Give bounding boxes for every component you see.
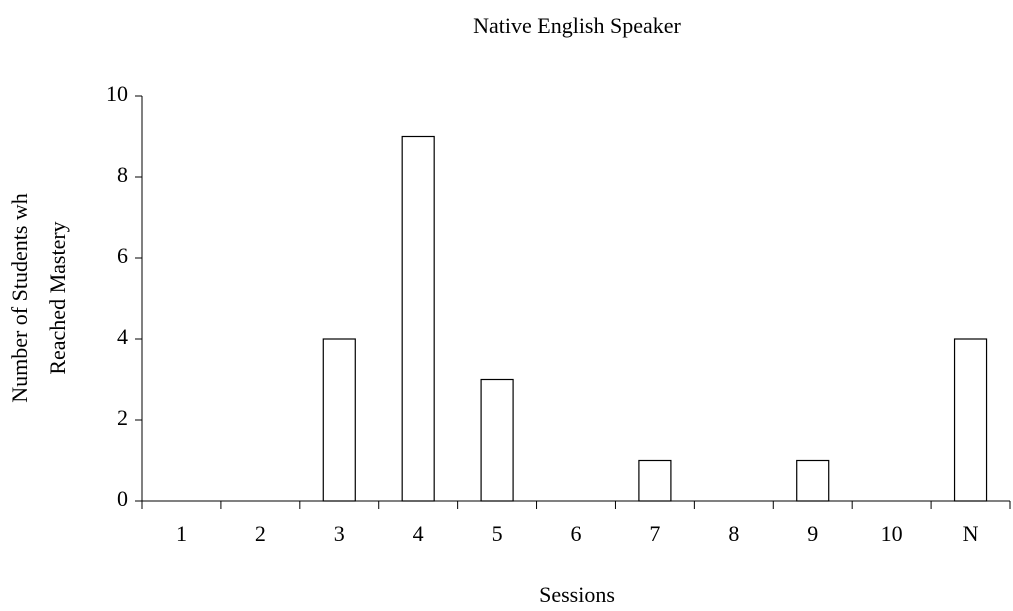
bar: [480, 378, 514, 502]
x-tick-label: 4: [413, 521, 424, 546]
x-tick-label: 10: [881, 521, 903, 546]
y-axis-label: Number of Students wh: [7, 193, 32, 403]
y-axis-label-line: Reached Mastery: [45, 221, 70, 374]
x-tick-label: 1: [176, 521, 187, 546]
x-tick-label: 8: [728, 521, 739, 546]
x-tick-label: 2: [255, 521, 266, 546]
x-tick-label: 3: [334, 521, 345, 546]
bar: [322, 338, 356, 502]
y-tick-label: 8: [117, 162, 128, 187]
x-tick-label: 7: [649, 521, 660, 546]
bar: [953, 338, 988, 502]
y-axis-label-line: Number of Students wh: [7, 193, 32, 403]
y-tick-label: 0: [117, 486, 128, 511]
x-axis-label: Sessions: [539, 582, 615, 607]
x-tick-label: 9: [807, 521, 818, 546]
y-tick-label: 10: [106, 81, 128, 106]
x-tick-label: N: [963, 521, 979, 546]
y-axis-label: Reached Mastery: [45, 221, 70, 374]
y-tick-label: 4: [117, 324, 128, 349]
bar: [638, 459, 672, 502]
x-tick-label: 6: [571, 521, 582, 546]
bar: [401, 135, 435, 502]
chart-title: Native English Speaker: [473, 13, 681, 38]
bar: [796, 459, 830, 502]
y-tick-label: 2: [117, 405, 128, 430]
x-tick-label: 5: [492, 521, 503, 546]
y-tick-label: 6: [117, 243, 128, 268]
